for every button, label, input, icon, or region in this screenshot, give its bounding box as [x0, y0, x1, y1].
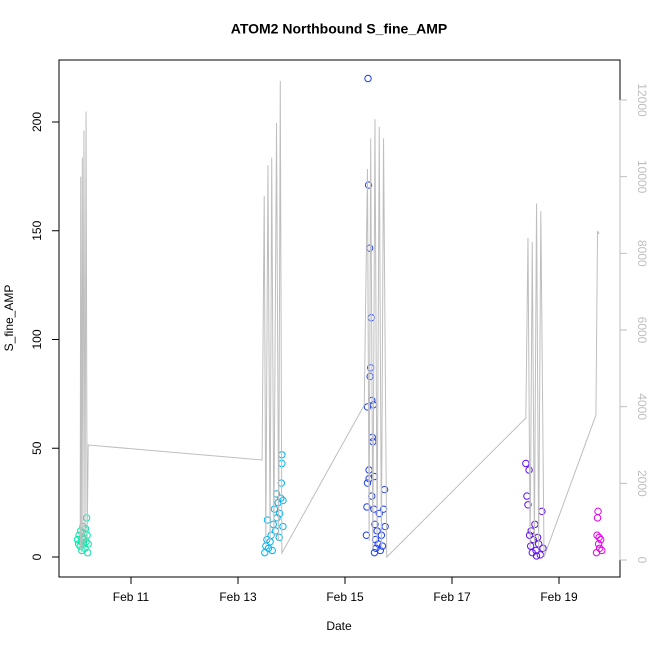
point — [593, 531, 601, 539]
point — [276, 509, 284, 518]
y-tick-label: 150 — [30, 220, 44, 240]
y2-tick-label: 10000 — [635, 160, 649, 194]
point — [362, 531, 371, 539]
point — [364, 181, 373, 189]
y2-tick-label: 8000 — [635, 240, 649, 267]
point — [597, 535, 605, 544]
point — [371, 520, 379, 529]
point — [73, 535, 82, 544]
y-tick-label: 200 — [30, 112, 44, 132]
point — [370, 505, 378, 513]
point — [363, 479, 372, 487]
point — [375, 509, 383, 518]
point — [532, 546, 540, 555]
point — [539, 544, 547, 552]
point — [271, 527, 280, 535]
x-tick-label: Feb 17 — [433, 590, 471, 604]
y2-tick-label: 12000 — [635, 83, 649, 117]
point — [593, 514, 602, 522]
point — [267, 531, 275, 539]
y2-tick-label: 0 — [635, 557, 649, 564]
point — [363, 503, 371, 511]
x-tick-label: Feb 15 — [326, 590, 364, 604]
y2-tick-label: 2000 — [635, 470, 649, 497]
point — [532, 552, 541, 560]
point — [524, 501, 532, 509]
point — [522, 459, 530, 468]
point — [528, 548, 536, 557]
y-tick-label: 50 — [30, 441, 44, 455]
point — [381, 522, 389, 531]
point — [279, 522, 287, 531]
point — [277, 494, 285, 502]
point — [380, 485, 389, 494]
point — [370, 548, 379, 557]
point — [595, 544, 604, 552]
y-tick-label: 100 — [30, 329, 44, 349]
point — [378, 542, 387, 550]
y2-tick-label: 4000 — [635, 393, 649, 420]
y-axis-label: S_fine_AMP — [2, 285, 16, 352]
point — [369, 438, 377, 446]
y2-tick-label: 6000 — [635, 317, 649, 344]
point — [275, 533, 283, 542]
point — [594, 507, 602, 516]
point — [595, 533, 603, 542]
x-axis-label: Date — [326, 619, 352, 633]
point — [598, 546, 606, 555]
point — [268, 546, 276, 555]
chart-title: ATOM2 Northbound S_fine_AMP — [231, 21, 447, 37]
x-tick-label: Feb 19 — [540, 590, 578, 604]
point — [279, 496, 287, 505]
x-tick-label: Feb 13 — [219, 590, 257, 604]
point — [261, 548, 269, 557]
point — [525, 466, 533, 474]
point — [536, 551, 544, 559]
point — [364, 74, 372, 83]
y-tick-label: 0 — [30, 553, 44, 560]
x-tick-label: Feb 11 — [113, 590, 150, 604]
point — [527, 527, 535, 535]
point — [538, 507, 546, 516]
point — [523, 492, 531, 500]
line — [79, 80, 600, 559]
point — [83, 548, 92, 557]
point — [526, 542, 535, 550]
